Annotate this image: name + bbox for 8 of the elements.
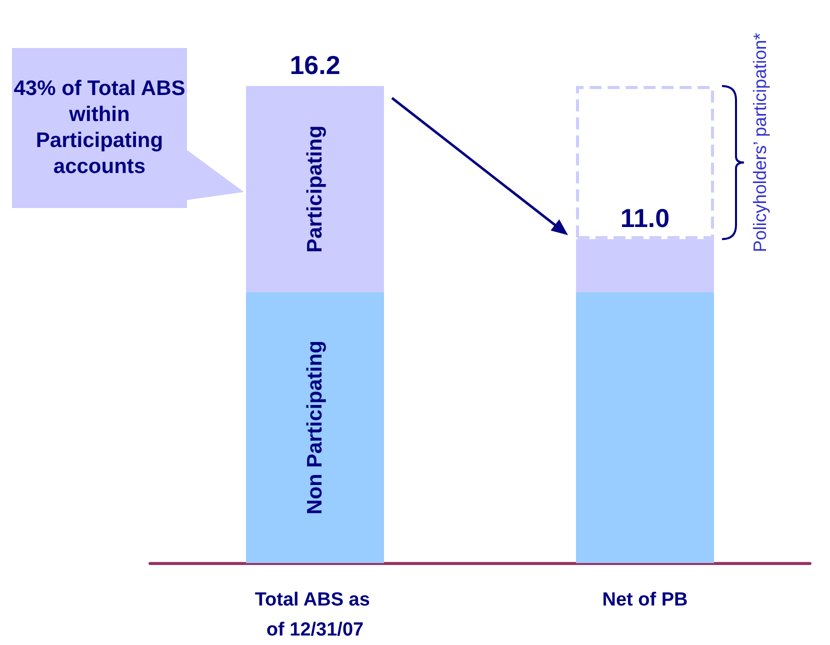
text: Policyholders’ participation* bbox=[750, 32, 770, 252]
x-tick-label: Net of PB bbox=[602, 590, 688, 610]
series-label: Non Participating bbox=[304, 340, 326, 514]
x-tick-label: Total ABS as of 12/31/07 bbox=[254, 590, 376, 640]
series-label: Participating bbox=[304, 125, 326, 253]
annotation: 16.2 bbox=[290, 50, 340, 80]
annotation: 43% of Total ABS within Participating accounts bbox=[12, 76, 186, 180]
annotation: 11.0 bbox=[620, 203, 670, 234]
